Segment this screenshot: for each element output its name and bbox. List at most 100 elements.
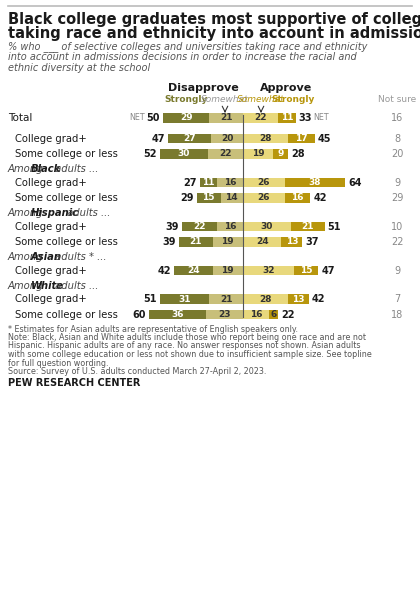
Bar: [197, 193, 220, 203]
Text: 22: 22: [281, 310, 295, 319]
Text: 16: 16: [391, 113, 403, 123]
Text: 15: 15: [300, 266, 312, 275]
Bar: [243, 266, 294, 275]
Text: 16: 16: [291, 194, 304, 202]
Text: 52: 52: [143, 149, 157, 159]
Text: 26: 26: [257, 178, 270, 187]
Text: 11: 11: [281, 113, 293, 123]
Text: 23: 23: [218, 310, 231, 319]
Text: 7: 7: [394, 294, 400, 304]
Text: 22: 22: [194, 222, 206, 231]
Bar: [160, 149, 208, 159]
Text: 13: 13: [286, 237, 298, 246]
Text: 45: 45: [318, 134, 331, 143]
Bar: [174, 266, 213, 275]
Text: Among: Among: [8, 281, 47, 291]
Text: White: White: [31, 281, 64, 291]
Text: into account in admissions decisions in order to increase the racial and: into account in admissions decisions in …: [8, 52, 357, 62]
Text: 64: 64: [349, 178, 362, 188]
Bar: [288, 134, 315, 143]
Text: College grad+: College grad+: [15, 178, 87, 188]
Text: 29: 29: [180, 193, 194, 203]
Text: Total: Total: [8, 113, 32, 123]
Bar: [160, 294, 210, 304]
Text: 21: 21: [302, 222, 314, 231]
Bar: [243, 222, 291, 231]
Text: College grad+: College grad+: [15, 265, 87, 275]
Text: 24: 24: [256, 237, 268, 246]
Text: NET: NET: [313, 113, 328, 123]
Bar: [211, 134, 243, 143]
Bar: [243, 113, 278, 123]
Bar: [273, 149, 288, 159]
Text: Hispanic. Hispanic adults are of any race. No answer responses not shown. Asian : Hispanic. Hispanic adults are of any rac…: [8, 341, 360, 351]
Text: Somewhat: Somewhat: [201, 95, 249, 104]
Text: 8: 8: [394, 134, 400, 143]
Text: adults ...: adults ...: [64, 208, 111, 218]
Bar: [243, 294, 288, 304]
Bar: [213, 266, 243, 275]
Bar: [168, 134, 211, 143]
Bar: [243, 193, 285, 203]
Text: 20: 20: [391, 149, 403, 159]
Text: taking race and ethnicity into account in admissions: taking race and ethnicity into account i…: [8, 26, 420, 41]
Text: Strongly: Strongly: [164, 95, 207, 104]
Bar: [291, 222, 325, 231]
Text: 14: 14: [226, 194, 238, 202]
Text: 10: 10: [391, 221, 403, 232]
Bar: [200, 178, 218, 187]
Text: College grad+: College grad+: [15, 221, 87, 232]
Bar: [218, 222, 243, 231]
Text: 21: 21: [189, 237, 202, 246]
Text: 19: 19: [221, 237, 234, 246]
Text: Approve: Approve: [260, 83, 312, 93]
Bar: [210, 113, 243, 123]
Text: 11: 11: [202, 178, 215, 187]
Text: 27: 27: [183, 134, 196, 143]
Text: 19: 19: [252, 150, 265, 159]
Text: 16: 16: [224, 222, 236, 231]
Text: 30: 30: [178, 150, 190, 159]
Text: 27: 27: [183, 178, 197, 188]
Text: 17: 17: [295, 134, 308, 143]
Text: Asian: Asian: [31, 253, 62, 262]
Text: 21: 21: [220, 294, 232, 303]
Text: Source: Survey of U.S. adults conducted March 27-April 2, 2023.: Source: Survey of U.S. adults conducted …: [8, 367, 266, 376]
Text: 16: 16: [249, 310, 262, 319]
Text: 37: 37: [305, 237, 319, 247]
Text: 38: 38: [309, 178, 321, 187]
Text: College grad+: College grad+: [15, 294, 87, 304]
Text: 42: 42: [312, 294, 325, 304]
Text: 9: 9: [278, 150, 284, 159]
Text: * Estimates for Asian adults are representative of English speakers only.: * Estimates for Asian adults are represe…: [8, 324, 298, 333]
Bar: [243, 134, 288, 143]
Text: 42: 42: [158, 265, 171, 275]
Text: 31: 31: [178, 294, 191, 303]
Text: 26: 26: [257, 194, 270, 202]
Text: 51: 51: [143, 294, 157, 304]
Text: Some college or less: Some college or less: [15, 193, 118, 203]
Bar: [210, 294, 243, 304]
Text: 29: 29: [391, 193, 403, 203]
Bar: [243, 149, 273, 159]
Bar: [285, 178, 345, 187]
Text: 51: 51: [328, 221, 341, 232]
Text: 20: 20: [221, 134, 233, 143]
Text: 9: 9: [394, 178, 400, 188]
Bar: [218, 178, 243, 187]
Text: for full question wording.: for full question wording.: [8, 359, 108, 368]
Text: College grad+: College grad+: [15, 134, 87, 143]
Bar: [288, 294, 309, 304]
Text: Black: Black: [31, 164, 61, 175]
Text: Hispanic: Hispanic: [31, 208, 79, 218]
Bar: [243, 310, 269, 319]
Text: 47: 47: [321, 265, 335, 275]
Bar: [281, 237, 302, 247]
Text: with some college education or less not shown due to insufficient sample size. S: with some college education or less not …: [8, 350, 372, 359]
Text: Among: Among: [8, 253, 47, 262]
Text: 13: 13: [292, 294, 304, 303]
Bar: [294, 266, 318, 275]
Text: 32: 32: [262, 266, 275, 275]
Bar: [278, 113, 296, 123]
Bar: [149, 310, 206, 319]
